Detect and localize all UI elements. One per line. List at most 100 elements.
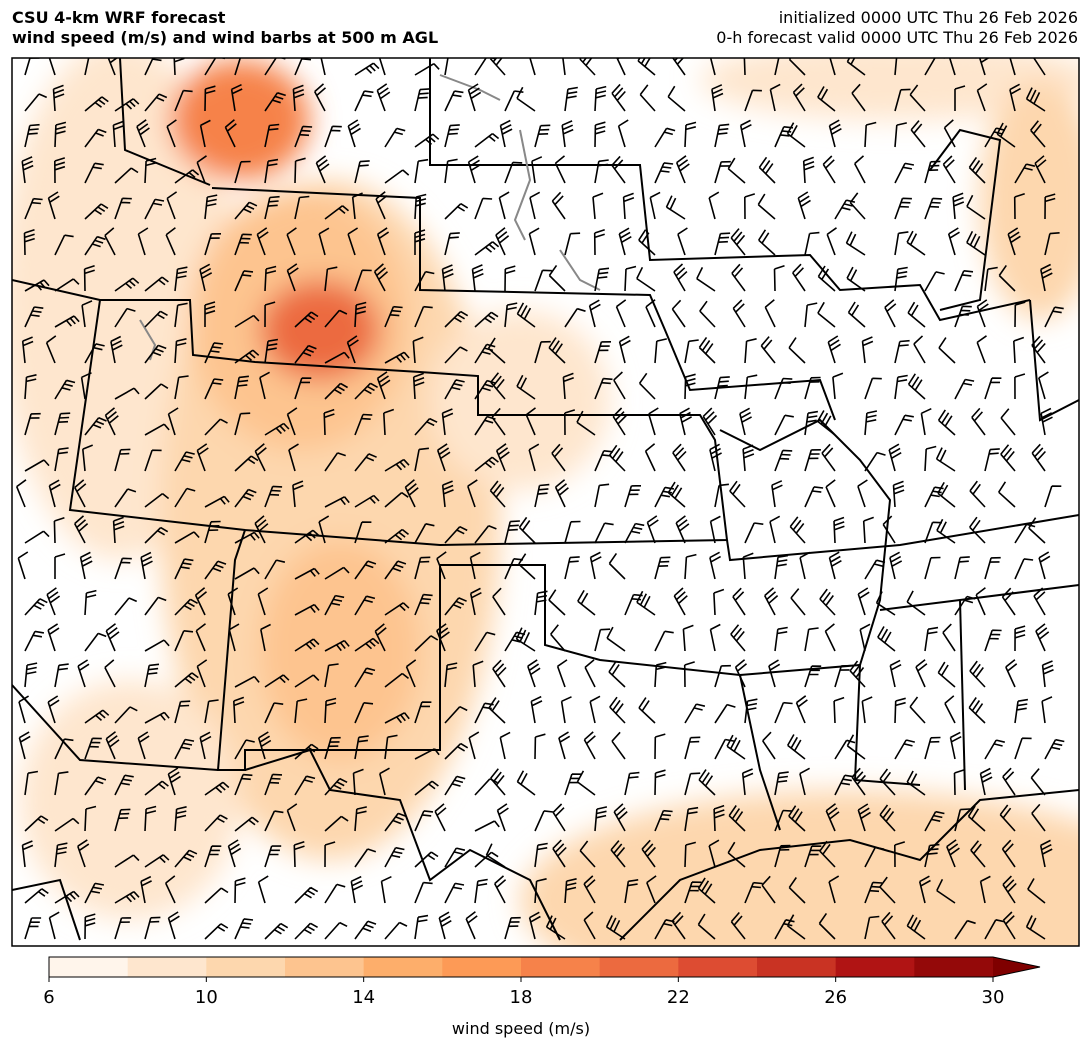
wind-barb bbox=[264, 845, 282, 868]
wind-barb bbox=[608, 661, 626, 688]
wind-barb bbox=[414, 305, 433, 328]
wind-barb bbox=[204, 301, 216, 327]
wind-barb bbox=[825, 803, 840, 832]
wind-barb bbox=[324, 382, 349, 400]
wind-barb bbox=[713, 588, 725, 616]
wind-barb bbox=[968, 697, 986, 724]
wind-barb bbox=[414, 88, 430, 112]
wind-barb bbox=[414, 193, 427, 220]
wind-barb bbox=[1041, 696, 1053, 724]
wind-barb bbox=[708, 191, 720, 220]
wind-barb bbox=[954, 85, 966, 111]
wind-barb bbox=[857, 803, 871, 832]
wind-barb bbox=[817, 86, 836, 112]
wind-barb bbox=[204, 342, 224, 364]
wind-barb bbox=[21, 156, 34, 184]
wind-barb bbox=[84, 913, 96, 940]
wind-barb bbox=[771, 480, 783, 508]
wind-barb bbox=[294, 344, 317, 364]
wind-barb bbox=[47, 695, 60, 724]
wind-barb bbox=[174, 375, 189, 400]
wind-barb bbox=[114, 706, 138, 724]
wind-barb bbox=[112, 120, 124, 148]
wind-barb bbox=[384, 351, 410, 364]
wind-barb bbox=[594, 806, 608, 832]
wind-barb bbox=[819, 840, 836, 868]
wind-barb bbox=[324, 639, 350, 652]
wind-barb bbox=[1032, 58, 1046, 76]
wind-barb bbox=[412, 372, 425, 400]
wind-barb bbox=[144, 157, 157, 184]
wind-barb bbox=[529, 58, 536, 76]
wind-barb bbox=[324, 594, 345, 616]
wind-barb bbox=[564, 409, 576, 436]
wind-barb bbox=[684, 806, 699, 832]
wind-barb bbox=[943, 119, 956, 148]
wind-barb bbox=[909, 84, 926, 112]
wind-barb bbox=[845, 231, 866, 256]
wind-barb bbox=[196, 155, 207, 184]
wind-barb bbox=[144, 276, 169, 292]
wind-barb bbox=[140, 551, 153, 580]
wind-barb bbox=[618, 335, 631, 364]
wind-barb bbox=[551, 443, 566, 472]
wind-barb bbox=[654, 556, 671, 580]
wind-barb bbox=[144, 93, 168, 112]
wind-barb bbox=[204, 699, 219, 724]
wind-barb bbox=[264, 123, 280, 148]
wind-barb bbox=[1044, 738, 1065, 760]
wind-barb bbox=[654, 809, 673, 832]
wind-barb bbox=[826, 227, 837, 256]
wind-barb bbox=[847, 301, 866, 328]
wind-barb bbox=[788, 877, 806, 904]
wind-barb bbox=[167, 407, 179, 436]
wind-barb bbox=[624, 522, 645, 544]
wind-barb bbox=[684, 703, 706, 724]
wind-barb bbox=[802, 156, 815, 184]
wind-barb bbox=[641, 839, 656, 868]
wind-barb bbox=[786, 914, 806, 940]
wind-barb bbox=[204, 233, 222, 256]
wind-barb bbox=[548, 264, 566, 292]
wind-barb bbox=[1040, 263, 1053, 292]
wind-barb bbox=[324, 452, 346, 472]
wind-barb bbox=[910, 120, 926, 148]
wind-barb bbox=[976, 83, 988, 112]
wind-barb bbox=[613, 371, 626, 400]
wind-barb bbox=[474, 197, 493, 220]
wind-barb bbox=[732, 587, 746, 616]
wind-barb bbox=[556, 659, 568, 688]
wind-barb bbox=[347, 227, 359, 256]
wind-barb bbox=[758, 229, 776, 256]
wind-barb bbox=[144, 663, 160, 688]
wind-barb bbox=[954, 270, 974, 292]
wind-barb bbox=[734, 659, 748, 688]
wind-barb bbox=[577, 589, 596, 616]
wind-barb bbox=[264, 195, 280, 220]
wind-barb bbox=[846, 58, 866, 76]
wind-barb bbox=[264, 301, 276, 328]
wind-barb bbox=[23, 229, 35, 256]
wind-barb bbox=[774, 449, 793, 472]
wind-barb bbox=[864, 451, 886, 472]
wind-barb bbox=[594, 522, 614, 544]
wind-barb bbox=[1041, 660, 1054, 688]
wind-barb bbox=[234, 918, 254, 940]
colorbar-bin bbox=[914, 957, 994, 977]
wind-barb bbox=[611, 83, 626, 112]
wind-barb bbox=[174, 849, 198, 868]
wind-barb bbox=[54, 842, 68, 868]
wind-barb bbox=[618, 227, 632, 256]
wind-barb bbox=[114, 774, 134, 796]
wind-barb bbox=[969, 480, 986, 508]
wind-barb bbox=[804, 627, 819, 652]
wind-barb bbox=[257, 731, 272, 760]
wind-barb bbox=[313, 83, 327, 112]
wind-barb bbox=[894, 197, 912, 220]
wind-barb bbox=[594, 483, 610, 508]
wind-barb bbox=[907, 373, 926, 400]
wind-barb bbox=[504, 90, 524, 112]
wind-barb bbox=[879, 876, 896, 904]
wind-barb bbox=[588, 299, 601, 328]
wind-barb bbox=[984, 919, 1005, 940]
